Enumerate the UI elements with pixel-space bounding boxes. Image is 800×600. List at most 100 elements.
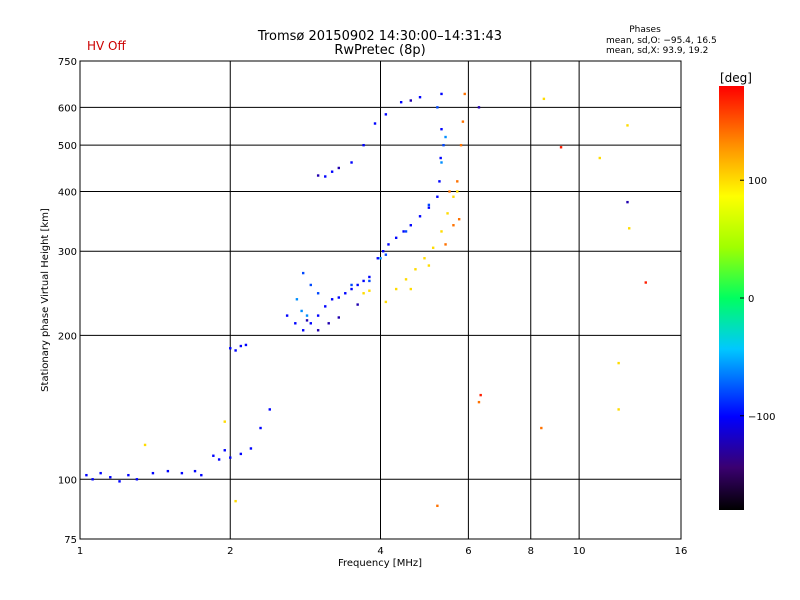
data-point — [384, 113, 388, 116]
colorbar-tick-label: −100 — [748, 412, 775, 423]
data-point — [316, 314, 320, 317]
data-point — [448, 190, 451, 193]
data-point — [644, 281, 647, 284]
data-point — [418, 95, 422, 99]
data-point — [118, 480, 121, 483]
data-point — [457, 218, 461, 221]
chart-subtitle: RwPretec (8p) — [334, 43, 425, 58]
data-point — [444, 243, 447, 246]
data-point — [427, 203, 431, 207]
data-point — [617, 361, 620, 365]
data-point — [85, 473, 88, 477]
y-tick-label: 750 — [58, 57, 77, 68]
data-point — [399, 100, 403, 104]
x-tick-label: 6 — [465, 546, 471, 557]
data-point — [356, 283, 359, 287]
data-point — [305, 319, 309, 322]
data-point — [127, 473, 130, 477]
x-tick-label: 1 — [77, 546, 83, 557]
data-point — [350, 283, 353, 287]
data-point — [444, 135, 447, 139]
data-point — [456, 180, 459, 183]
data-point — [234, 499, 237, 503]
phases-o: mean, sd,O: −95.4, 16.5 — [606, 36, 717, 46]
data-point — [438, 180, 441, 183]
x-tick-label: 4 — [377, 546, 383, 557]
axis-ticks: 1 2 4 6 8 10 16 75 100 200 300 400 500 600 750 — [58, 57, 687, 557]
data-point — [394, 287, 398, 291]
data-point — [384, 300, 388, 304]
data-point — [135, 478, 139, 481]
data-point — [463, 92, 466, 96]
data-point — [301, 329, 305, 332]
data-point — [477, 106, 481, 109]
data-point — [285, 314, 289, 317]
data-point — [440, 92, 443, 96]
grid — [80, 61, 681, 539]
data-point — [446, 212, 449, 215]
data-point — [418, 215, 422, 218]
data-point — [295, 298, 299, 301]
data-point — [249, 447, 253, 450]
x-tick-label: 16 — [675, 546, 688, 557]
data-point — [316, 292, 320, 295]
phases-x: mean, sd,X: 93.9, 19.2 — [606, 46, 708, 56]
data-point — [409, 224, 412, 227]
y-tick-label: 75 — [64, 535, 77, 546]
data-point — [368, 289, 371, 292]
data-point — [362, 292, 365, 295]
data-point — [268, 408, 271, 411]
data-point — [368, 279, 371, 283]
data-point — [477, 400, 481, 404]
x-tick-label: 2 — [227, 546, 233, 557]
y-tick-label: 500 — [58, 141, 77, 152]
data-point — [244, 343, 248, 347]
phases-title: Phases — [629, 25, 661, 35]
data-point — [300, 309, 303, 313]
colorbar-ticks: 100 0 −100 — [740, 176, 775, 423]
data-point — [436, 106, 439, 109]
data-point — [376, 257, 379, 260]
data-point — [381, 250, 385, 253]
data-point — [200, 473, 203, 477]
x-axis-label: Frequency [MHz] — [338, 558, 422, 569]
y-tick-label: 100 — [58, 475, 77, 486]
data-point — [452, 224, 455, 227]
data-point — [479, 393, 482, 397]
data-point — [427, 206, 431, 209]
colorbar — [719, 86, 744, 510]
data-point — [436, 504, 439, 508]
data-point — [239, 344, 243, 348]
data-point — [456, 190, 459, 193]
data-point — [461, 120, 465, 123]
y-axis-label: Stationary phase Virtual Height [km] — [40, 208, 51, 392]
data-point — [239, 452, 243, 456]
hv-status: HV Off — [87, 39, 126, 53]
chart-title: Tromsø 20150902 14:30:00–14:31:43 — [257, 29, 502, 44]
data-point — [337, 316, 341, 319]
data-point — [193, 469, 197, 473]
data-points — [85, 92, 647, 508]
data-point — [440, 230, 443, 233]
data-point — [559, 146, 563, 149]
data-point — [409, 99, 412, 102]
x-tick-label: 10 — [573, 546, 586, 557]
data-point — [91, 478, 94, 481]
colorbar-label: [deg] — [720, 71, 752, 85]
data-point — [442, 143, 445, 147]
data-point — [598, 156, 601, 160]
data-point — [436, 195, 439, 198]
data-point — [324, 305, 327, 308]
data-point — [223, 449, 226, 452]
y-tick-label: 300 — [58, 247, 77, 258]
data-point — [626, 124, 629, 127]
data-point — [356, 303, 359, 306]
data-point — [259, 426, 262, 430]
data-point — [109, 476, 112, 479]
x-tick-label: 8 — [528, 546, 534, 557]
data-point — [423, 257, 426, 260]
data-point — [151, 471, 155, 475]
data-point — [431, 246, 435, 249]
data-point — [301, 271, 305, 275]
data-point — [344, 292, 347, 295]
